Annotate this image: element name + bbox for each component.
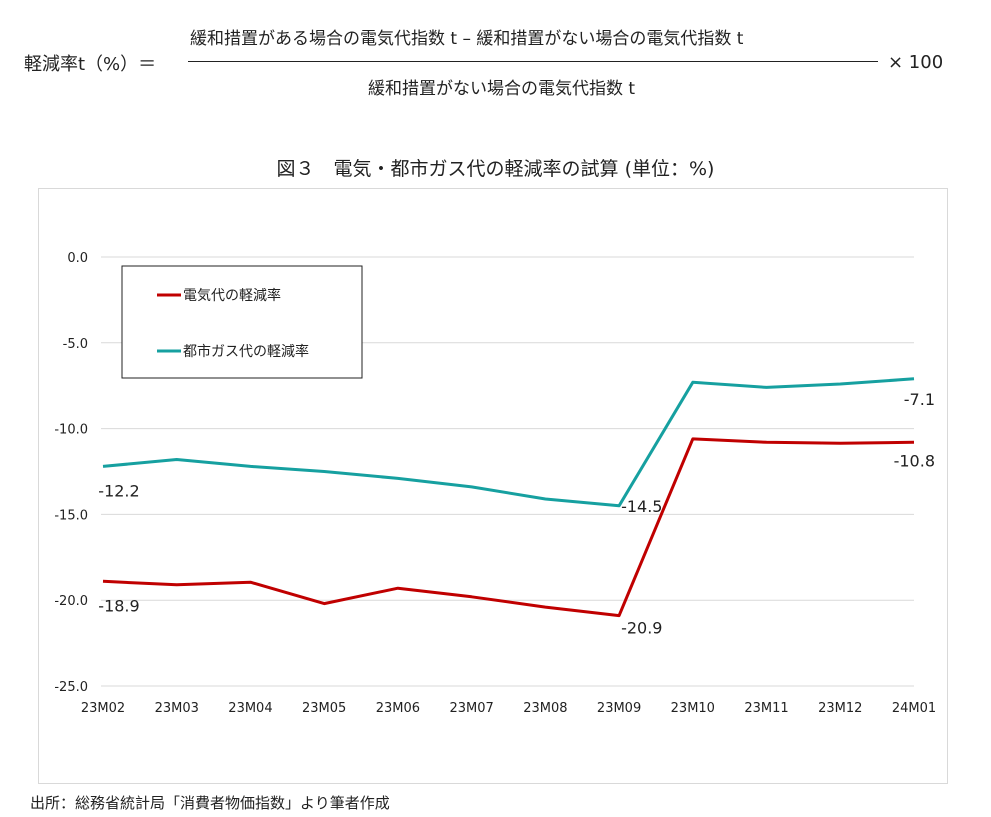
x-tick-label: 23M12: [818, 701, 862, 716]
source-note: 出所：総務省統計局「消費者物価指数」より筆者作成: [30, 794, 390, 812]
data-label: -20.9: [621, 619, 662, 638]
legend: [121, 265, 363, 379]
y-tick-label: -15.0: [54, 508, 88, 523]
data-label: -14.5: [621, 497, 662, 516]
legend-label: 都市ガス代の軽減率: [183, 343, 309, 360]
formula-numerator: 緩和措置がある場合の電気代指数 t – 緩和措置がない場合の電気代指数 t: [190, 29, 744, 49]
y-tick-label: -20.0: [54, 594, 88, 609]
x-tick-label: 23M02: [81, 701, 125, 716]
data-label: -12.2: [98, 481, 139, 500]
x-tick-label: 24M01: [892, 701, 936, 716]
fraction-bar: [188, 61, 878, 62]
data-label: -18.9: [98, 596, 139, 615]
chart-frame: [38, 188, 948, 784]
data-label: -7.1: [904, 390, 935, 409]
legend-label: 電気代の軽減率: [183, 287, 281, 304]
formula-denominator: 緩和措置がない場合の電気代指数 t: [368, 79, 636, 99]
x-tick-label: 23M08: [523, 701, 567, 716]
series-line-1: [102, 437, 915, 618]
x-tick-label: 23M10: [671, 701, 715, 716]
x-tick-label: 23M05: [302, 701, 346, 716]
x-tick-label: 23M04: [228, 701, 272, 716]
y-tick-label: -25.0: [54, 680, 88, 695]
y-tick-label: 0.0: [67, 251, 88, 266]
x-tick-label: 23M07: [449, 701, 493, 716]
x-tick-label: 23M06: [376, 701, 420, 716]
formula-lhs: 軽減率t（%）＝: [24, 54, 157, 75]
series-line-2: [102, 377, 915, 508]
x-tick-label: 23M11: [744, 701, 788, 716]
x-tick-label: 23M03: [155, 701, 199, 716]
y-tick-label: -10.0: [54, 423, 88, 438]
formula-multiplier: × 100: [888, 52, 944, 73]
y-tick-label: -5.0: [63, 337, 88, 352]
formula: 軽減率t（%）＝ 緩和措置がある場合の電気代指数 t – 緩和措置がない場合の電…: [0, 0, 991, 110]
x-tick-label: 23M09: [597, 701, 641, 716]
chart-title: 図３ 電気・都市ガス代の軽減率の試算 (単位：%): [276, 158, 715, 180]
data-label: -10.8: [894, 451, 935, 470]
